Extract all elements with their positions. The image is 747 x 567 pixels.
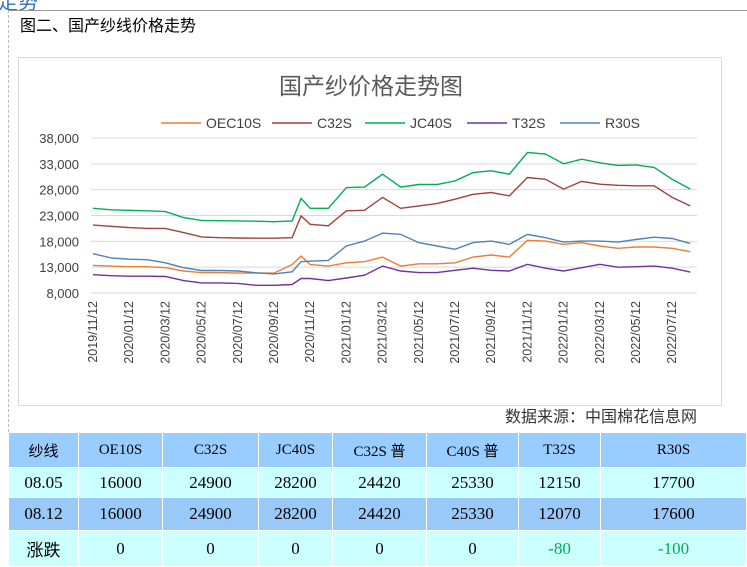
x-tick-label: 2019/11/12 — [86, 301, 100, 363]
x-tick-label: 2020/09/12 — [267, 301, 281, 364]
x-tick-label: 2022/01/12 — [557, 301, 571, 364]
table-row: 08.12 16000 24900 28200 24420 25330 1207… — [8, 497, 747, 531]
header-cell: C32S 普 — [332, 432, 427, 468]
header-cell: C40S 普 — [426, 432, 519, 468]
y-tick-label: 8,000 — [46, 286, 79, 301]
y-tick-label: 28,000 — [39, 183, 79, 198]
chart-title: 国产纱价格走势图 — [279, 74, 463, 100]
data-source: 数据来源：中国棉花信息网 — [504, 407, 697, 426]
x-tick-label: 2021/07/12 — [448, 301, 462, 364]
table-cell: 25330 — [426, 467, 519, 498]
x-tick-label: 2022/05/12 — [629, 301, 643, 364]
table-cell: 12070 — [518, 497, 601, 531]
x-tick-label: 2020/03/12 — [158, 301, 172, 364]
table-cell: 17700 — [600, 467, 747, 498]
figure-title: 图二、国产纱线价格走势 — [20, 16, 197, 35]
series-line-oec10s — [92, 239, 691, 274]
header-cell: C32S — [162, 432, 259, 468]
x-tick-label: 2021/01/12 — [339, 301, 353, 364]
header-cell: T32S — [518, 432, 601, 468]
table-cell: 24420 — [332, 497, 427, 531]
series-line-jc40s — [92, 151, 691, 223]
table-cell: 08.12 — [8, 497, 79, 531]
legend-label: OEC10S — [206, 115, 261, 131]
header-cell: R30S — [600, 432, 747, 468]
legend-label: C32S — [317, 115, 352, 131]
header-cell: JC40S — [258, 432, 333, 468]
y-tick-label: 23,000 — [39, 209, 79, 224]
table-cell: 24900 — [162, 497, 259, 531]
table-cell: -80 — [518, 530, 601, 567]
line-chart: 国产纱价格走势图 8,000 13,000 18,000 23,000 28,000 33,… — [39, 74, 697, 364]
series-line-r30s — [92, 232, 691, 275]
legend-label: JC40S — [410, 115, 452, 131]
table-cell: 24420 — [332, 467, 427, 498]
table-cell: 17600 — [600, 497, 747, 531]
table-cell: 涨跌 — [8, 530, 79, 567]
header-cell: 纱线 — [8, 432, 79, 468]
x-tick-label: 2021/09/12 — [484, 301, 498, 364]
chart-area: 国产纱价格走势图 8,000 13,000 18,000 23,000 28,000 33,… — [18, 57, 722, 406]
y-tick-label: 13,000 — [39, 260, 79, 275]
series-line-c32s — [92, 176, 691, 239]
table-cell: 16000 — [78, 497, 163, 531]
y-tick-label: 33,000 — [39, 157, 79, 172]
table-row: 涨跌 0 0 0 0 0 -80 -100 — [8, 530, 747, 567]
x-tick-label: 2022/03/12 — [593, 301, 607, 364]
x-tick-label: 2021/03/12 — [376, 301, 390, 364]
table-row: 08.05 16000 24900 28200 24420 25330 1215… — [8, 467, 747, 498]
legend-label: R30S — [605, 115, 640, 131]
x-tick-label: 2020/11/12 — [303, 301, 317, 363]
x-tick-label: 2021/11/12 — [520, 301, 534, 363]
table-cell: -100 — [600, 530, 747, 567]
legend-label: T32S — [512, 115, 545, 131]
table-cell: 0 — [78, 530, 163, 567]
x-tick-label: 2022/07/12 — [665, 301, 679, 364]
table-cell: 08.05 — [8, 467, 79, 498]
table-cell: 0 — [332, 530, 427, 567]
table-cell: 24900 — [162, 467, 259, 498]
x-tick-label: 2020/05/12 — [195, 301, 209, 364]
price-table: 纱线 OE10S C32S JC40S C32S 普 C40S 普 T32S R… — [8, 432, 747, 567]
series-line-t32s — [92, 263, 691, 287]
table-cell: 0 — [162, 530, 259, 567]
table-cell: 28200 — [258, 467, 333, 498]
header-cell: OE10S — [78, 432, 163, 468]
table-cell: 12150 — [518, 467, 601, 498]
table-cell: 28200 — [258, 497, 333, 531]
x-tick-label: 2021/05/12 — [412, 301, 426, 364]
table-cell: 25330 — [426, 497, 519, 531]
y-tick-label: 38,000 — [39, 131, 79, 146]
figure-frame — [8, 10, 747, 432]
table-cell: 0 — [258, 530, 333, 567]
table-header-row: 纱线 OE10S C32S JC40S C32S 普 C40S 普 T32S R… — [8, 432, 747, 468]
x-tick-label: 2020/07/12 — [231, 301, 245, 364]
y-tick-label: 18,000 — [39, 234, 79, 249]
x-tick-label: 2020/01/12 — [122, 301, 136, 364]
table-cell: 0 — [426, 530, 519, 567]
table-cell: 16000 — [78, 467, 163, 498]
